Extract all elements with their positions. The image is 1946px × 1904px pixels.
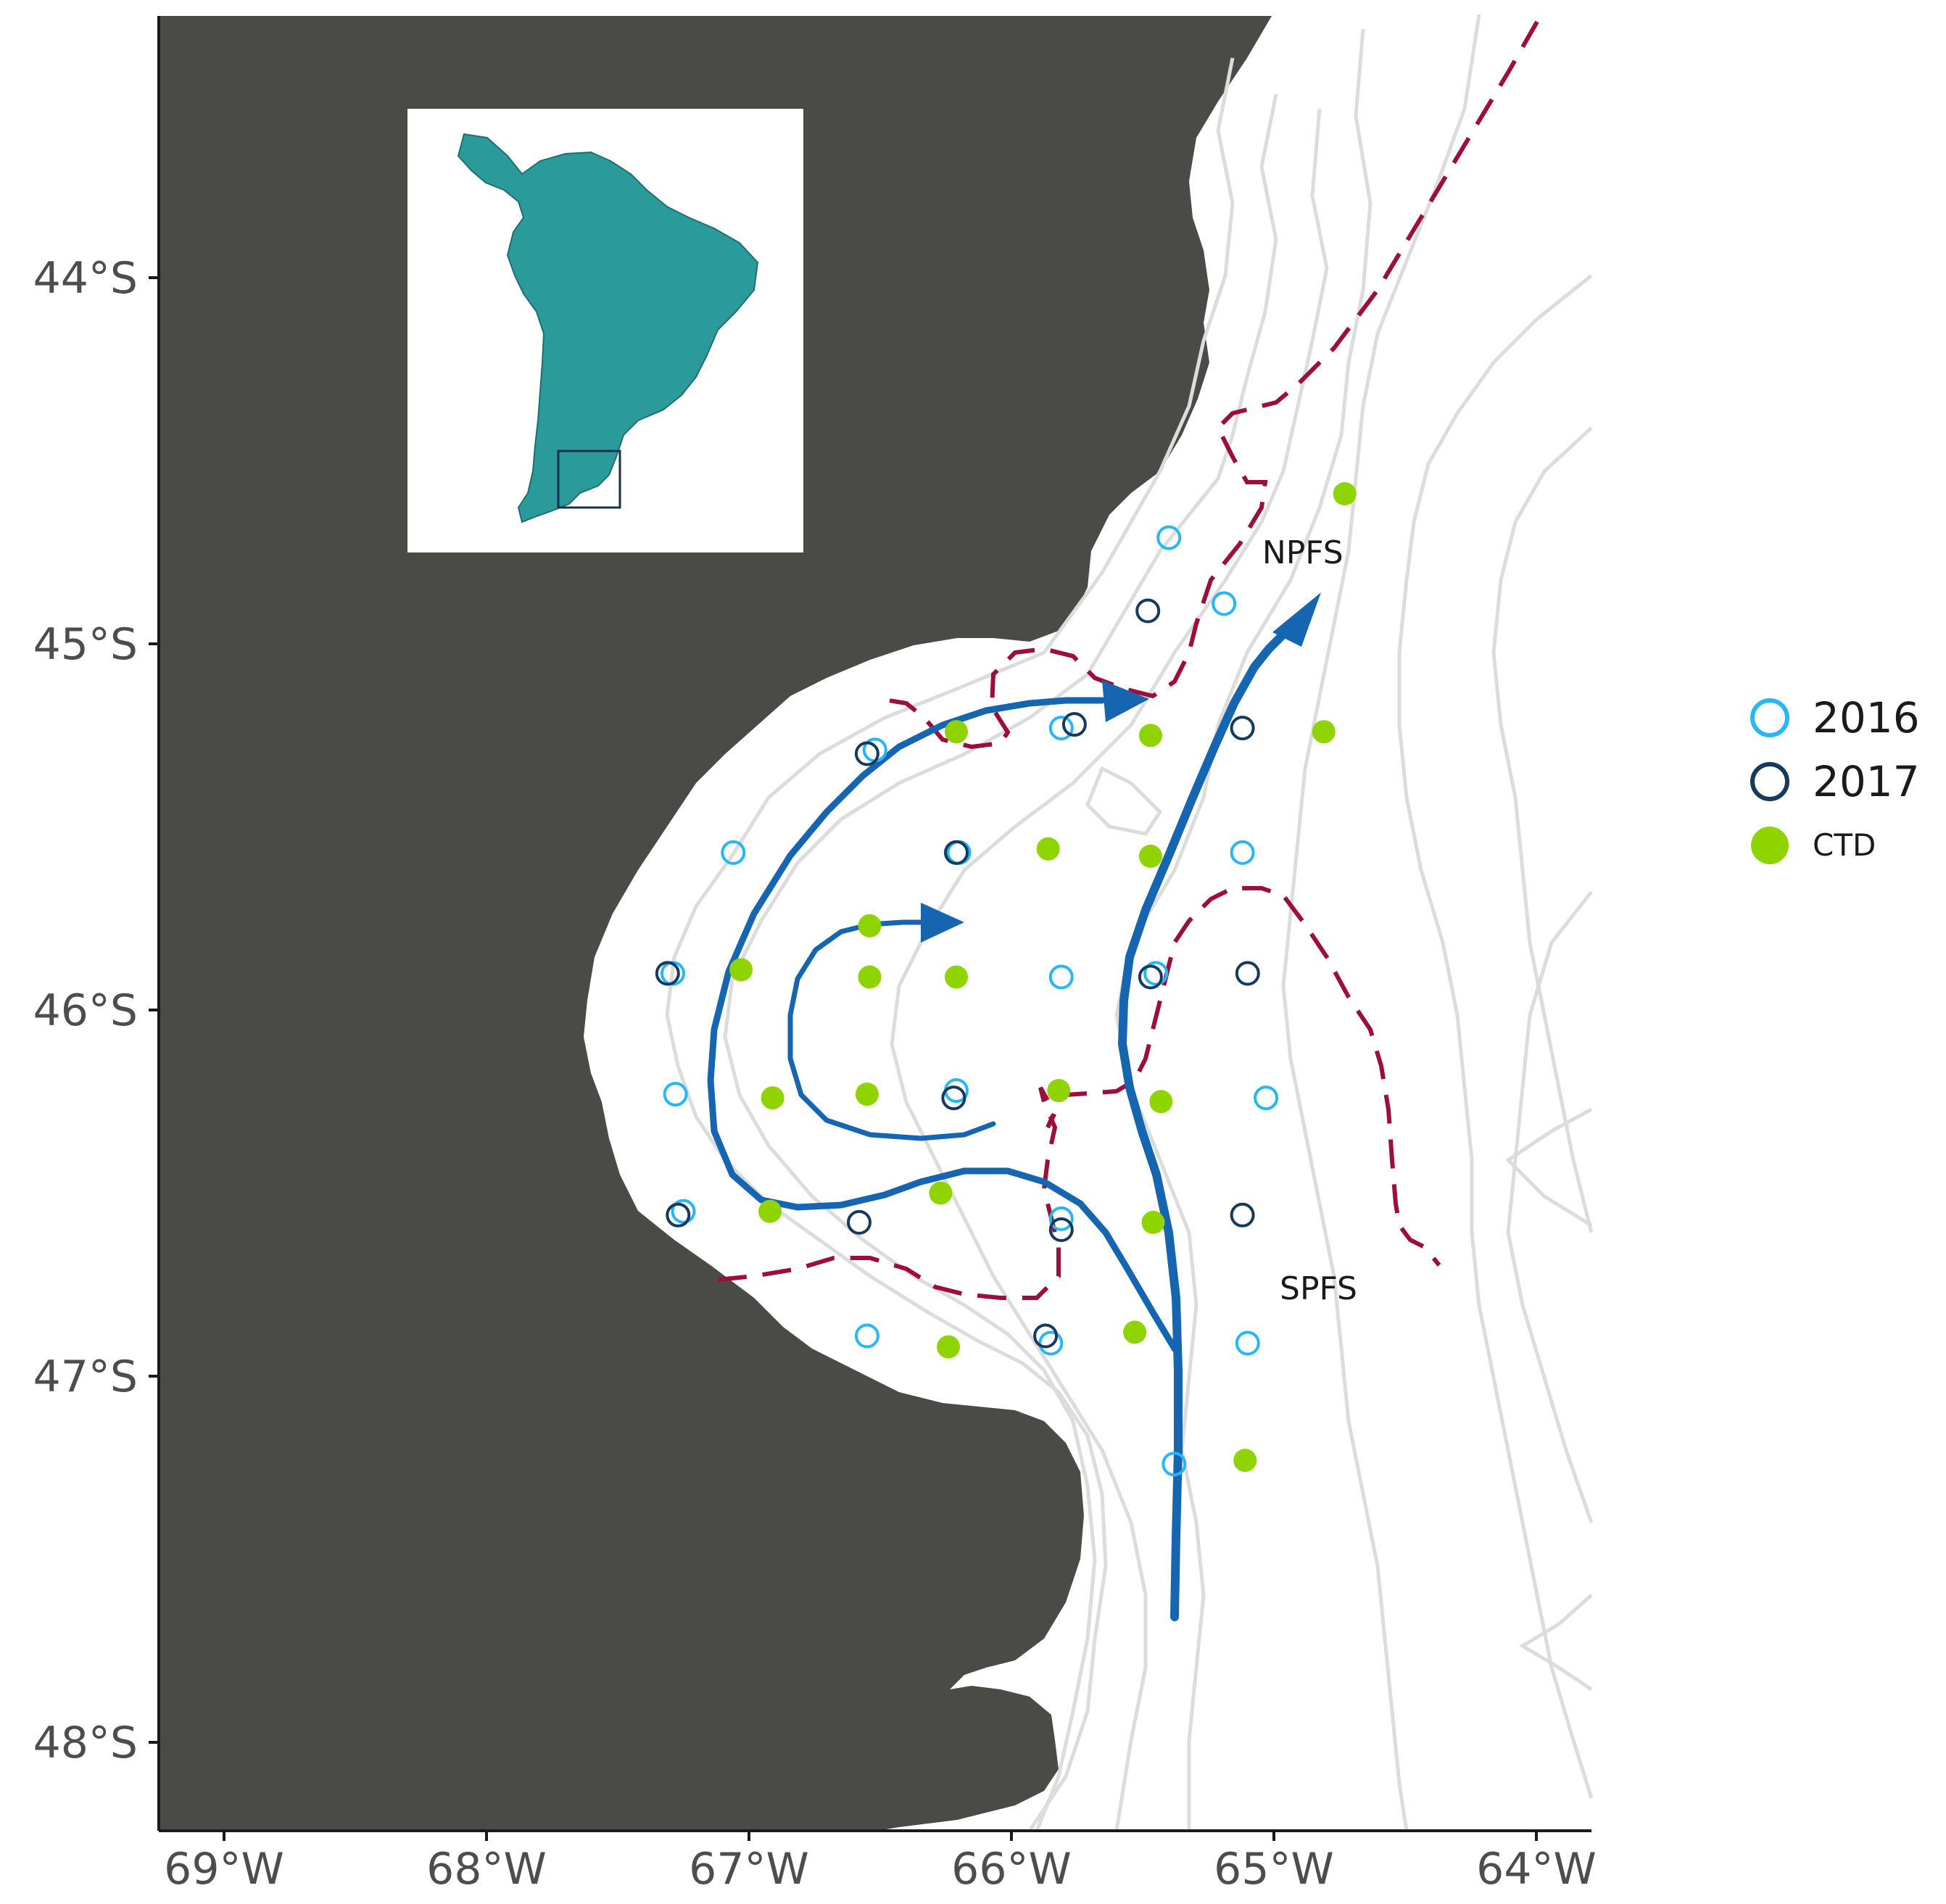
thermal-front-lines — [717, 20, 1539, 1300]
station-2017 — [941, 1085, 966, 1111]
coastal-current-arrowhead — [1102, 680, 1149, 722]
x-axis-ticks: 69°W 68°W 67°W 66°W 65°W 64°W — [164, 1831, 1597, 1895]
station-ctd — [945, 720, 968, 744]
station-ctd — [761, 1086, 784, 1110]
region-label-npfs: NPFS — [1262, 534, 1343, 571]
y-tick-label: 44°S — [33, 253, 138, 304]
legend-key-2017 — [1750, 762, 1789, 801]
x-tick-label: 64°W — [1476, 1844, 1597, 1895]
station-2017 — [1138, 964, 1163, 990]
station-ctd — [1312, 720, 1336, 744]
bathymetry-contour — [1506, 890, 1594, 1523]
station-markers — [655, 482, 1357, 1477]
legend-label-2017: 2017 — [1813, 757, 1920, 806]
station-2017 — [944, 840, 969, 865]
legend-key-2016 — [1750, 698, 1789, 737]
bathymetry-contour — [665, 57, 1235, 1832]
bathymetry-contour — [1281, 14, 1481, 1831]
main-current-arrow — [1118, 626, 1291, 1621]
main-current-arrowhead — [1272, 592, 1321, 647]
x-tick-label: 67°W — [689, 1844, 809, 1895]
legend-label-ctd: CTD — [1813, 827, 1876, 863]
bathymetry-contour — [890, 108, 1329, 1831]
station-2017 — [1230, 716, 1255, 741]
station-ctd — [929, 1181, 953, 1205]
legend: 2016 2017 CTD — [1750, 693, 1920, 864]
y-tick-label: 45°S — [33, 619, 138, 670]
x-tick-label: 68°W — [426, 1844, 547, 1895]
station-2016 — [1254, 1085, 1279, 1111]
inner-gyre-arrowhead — [921, 903, 964, 943]
x-tick-label: 69°W — [164, 1844, 284, 1895]
axes — [157, 16, 1591, 1832]
station-2017 — [1235, 961, 1260, 986]
station-ctd — [1036, 837, 1060, 861]
station-ctd — [1149, 1090, 1173, 1114]
station-2016 — [1235, 1330, 1260, 1356]
station-ctd — [1138, 724, 1162, 748]
station-ctd — [855, 1083, 879, 1106]
station-2017 — [1230, 1202, 1255, 1228]
y-tick-label: 46°S — [33, 985, 138, 1036]
station-2016 — [1048, 716, 1074, 741]
station-ctd — [1141, 1210, 1165, 1234]
station-2017 — [1135, 598, 1161, 624]
bathymetry-contour — [723, 94, 1278, 1831]
station-2016 — [1143, 961, 1169, 986]
station-ctd — [1233, 1449, 1257, 1473]
station-2016 — [1212, 591, 1237, 616]
station-ctd — [729, 958, 753, 982]
bathymetry-contour — [1519, 1594, 1593, 1692]
bathymetry-contour — [1085, 766, 1163, 836]
inset-map — [407, 109, 803, 552]
study-area-box — [557, 450, 621, 509]
station-2016 — [1162, 1452, 1187, 1477]
station-2016 — [1156, 525, 1182, 550]
region-label-spfs: SPFS — [1280, 1270, 1357, 1307]
station-ctd — [858, 914, 882, 937]
y-tick-label: 47°S — [33, 1352, 138, 1402]
station-ctd — [758, 1199, 782, 1223]
front-line-north — [884, 20, 1539, 750]
station-ctd — [1138, 844, 1162, 868]
station-2016 — [671, 1199, 696, 1224]
legend-label-2016: 2016 — [1813, 693, 1920, 742]
bathymetry-contour — [1491, 426, 1594, 1233]
station-2017 — [847, 1209, 871, 1235]
station-2016 — [1048, 964, 1074, 990]
station-ctd — [1333, 482, 1357, 505]
station-ctd — [858, 965, 882, 989]
x-tick-label: 65°W — [1214, 1844, 1334, 1895]
station-2016 — [721, 840, 746, 865]
bathymetry-contour — [1505, 1107, 1593, 1228]
station-2016 — [1038, 1330, 1064, 1356]
station-ctd — [937, 1335, 961, 1359]
region-labels: NPFS SPFS — [1262, 534, 1357, 1307]
station-2017 — [1048, 1217, 1074, 1242]
station-2017 — [1033, 1323, 1059, 1349]
station-ctd — [945, 965, 968, 989]
legend-key-ctd — [1751, 827, 1789, 864]
station-2016 — [854, 1323, 879, 1349]
arrow-heads — [921, 592, 1321, 943]
station-2016 — [1048, 1206, 1074, 1231]
station-ctd — [1047, 1079, 1071, 1103]
bathymetry-contour — [1397, 274, 1594, 1799]
y-tick-label: 48°S — [33, 1718, 138, 1768]
station-2016 — [1230, 840, 1255, 865]
station-2016 — [663, 1082, 688, 1107]
y-axis-ticks: 44°S 45°S 46°S 47°S 48°S — [33, 253, 159, 1768]
x-tick-label: 66°W — [951, 1844, 1072, 1895]
station-2017 — [666, 1202, 691, 1228]
inset-continent — [457, 133, 759, 523]
station-2017 — [655, 961, 680, 986]
front-line-south — [717, 886, 1441, 1300]
station-2017 — [1061, 712, 1087, 737]
station-ctd — [1123, 1320, 1147, 1344]
coastal-current-arrow — [707, 697, 1178, 1352]
station-2017 — [854, 741, 879, 766]
